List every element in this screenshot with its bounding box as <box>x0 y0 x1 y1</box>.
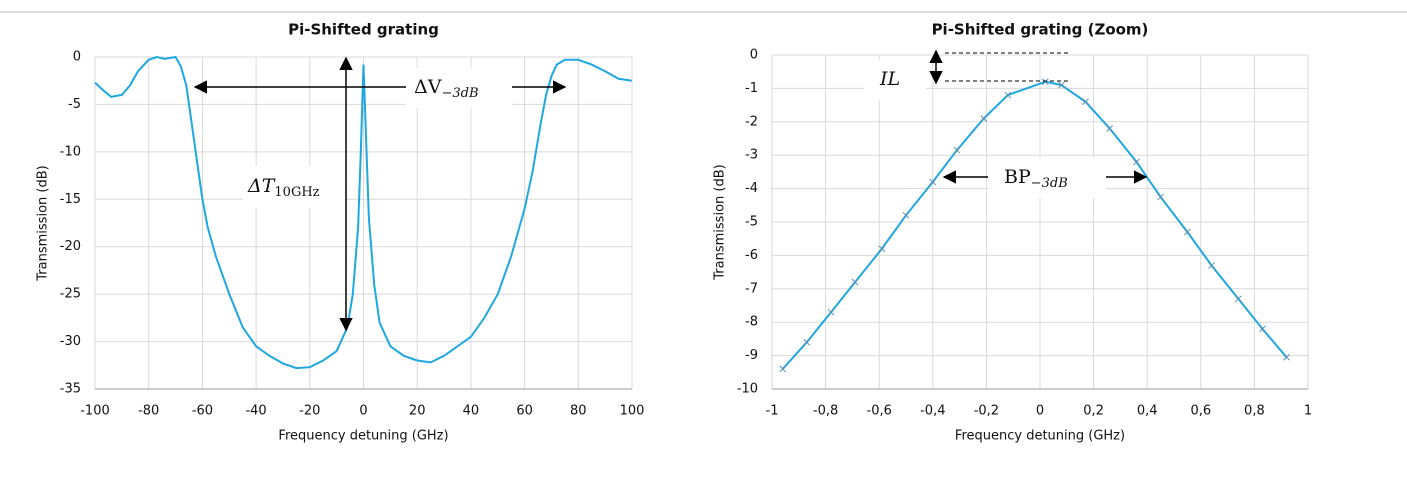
x-tick-label: 80 <box>570 404 587 419</box>
data-point <box>827 308 835 316</box>
y-tick-label: -10 <box>60 144 81 159</box>
label-box <box>864 60 926 100</box>
label-box <box>243 166 345 208</box>
chart-title: Pi-Shifted grating (Zoom) <box>932 21 1149 39</box>
data-line <box>94 55 633 370</box>
x-tick-label: 20 <box>409 404 426 419</box>
y-tick-label: -4 <box>745 181 758 196</box>
y-axis-label: Transmission (dB) <box>713 164 728 280</box>
x-tick-label: -80 <box>138 404 159 419</box>
y-tick-label: -20 <box>60 239 81 254</box>
y-tick-label: -9 <box>745 348 758 363</box>
chart-title: Pi-Shifted grating <box>288 21 439 39</box>
y-tick-label: -5 <box>745 215 758 230</box>
annotation-text: BP <box>1004 166 1031 188</box>
data-point <box>1259 325 1266 333</box>
x-tick-label: -0,4 <box>920 404 945 419</box>
y-tick-label: -15 <box>60 192 81 207</box>
data-point <box>1208 262 1215 269</box>
data-point <box>1234 295 1242 303</box>
x-tick-label: 100 <box>620 404 645 419</box>
data-point <box>929 178 937 186</box>
x-axis-label: Frequency detuning (GHz) <box>955 429 1125 444</box>
y-tick-label: -8 <box>745 315 758 330</box>
annotation-subscript: 10GHz <box>274 185 319 200</box>
x-tick-label: 0,6 <box>1190 404 1211 419</box>
data-point <box>1004 91 1012 99</box>
data-point <box>902 211 910 219</box>
y-tick-label: -35 <box>60 382 81 397</box>
annotation-subscript: −3dB <box>1031 176 1068 191</box>
x-tick-label: -0,2 <box>974 404 999 419</box>
data-point <box>803 338 811 346</box>
data-point <box>1133 158 1140 166</box>
data-point <box>1184 228 1191 236</box>
annotation-text: ΔT <box>247 175 276 197</box>
data-point <box>980 115 988 122</box>
y-tick-label: -1 <box>745 81 758 96</box>
y-tick-label: -5 <box>68 97 81 112</box>
data-point <box>878 245 886 253</box>
x-tick-label: 0 <box>1036 404 1044 419</box>
x-tick-label: 0,8 <box>1244 404 1265 419</box>
data-point <box>1157 193 1164 201</box>
y-tick-label: 0 <box>750 48 758 63</box>
y-tick-label: -7 <box>745 281 758 296</box>
x-tick-label: 0,4 <box>1137 404 1158 419</box>
plots: Pi-Shifted grating Frequency detuning (GH… <box>36 21 1313 444</box>
annotations: ΔV−3dB ΔT10GHz IL BP−3dB <box>193 49 1148 332</box>
annotation: ΔV−3dB <box>414 76 479 101</box>
x-axis-label: Frequency detuning (GHz) <box>278 429 448 444</box>
y-tick-label: -25 <box>60 287 81 302</box>
data-point <box>1283 353 1290 361</box>
annotation: ΔT10GHz <box>247 175 320 200</box>
x-tick-label: -0,6 <box>867 404 892 419</box>
x-tick-label: 1 <box>1304 404 1312 419</box>
y-tick-label: -10 <box>737 382 758 397</box>
data-point <box>953 146 961 154</box>
x-tick-label: -40 <box>245 404 266 419</box>
x-tick-label: 60 <box>516 404 533 419</box>
y-tick-label: -2 <box>745 114 758 129</box>
y-tick-label: -3 <box>745 148 758 163</box>
y-tick-label: -30 <box>60 334 81 349</box>
x-tick-label: 0,2 <box>1083 404 1104 419</box>
y-tick-label: -6 <box>745 248 758 263</box>
annotation: BP−3dB <box>1004 166 1068 191</box>
data-line <box>781 80 1288 370</box>
annotation: IL <box>879 68 900 90</box>
data-point <box>1082 98 1089 106</box>
y-tick-label: 0 <box>73 50 81 65</box>
x-tick-label: 40 <box>463 404 480 419</box>
x-tick-label: -60 <box>192 404 213 419</box>
label-box <box>988 158 1106 198</box>
data-point <box>851 278 859 286</box>
x-tick-label: -20 <box>299 404 320 419</box>
data-point <box>1058 81 1065 89</box>
annotation-subscript: −3dB <box>441 86 478 101</box>
annotation-text: ΔV <box>414 76 442 98</box>
label-box <box>406 68 512 108</box>
x-tick-label: -100 <box>80 404 110 419</box>
x-tick-label: -0,8 <box>813 404 838 419</box>
y-axis-label: Transmission (dB) <box>36 165 51 281</box>
data-point <box>1106 125 1114 132</box>
data-point <box>1042 78 1049 86</box>
data-point <box>779 365 787 373</box>
x-tick-label: -1 <box>766 404 779 419</box>
x-tick-label: 0 <box>359 404 367 419</box>
